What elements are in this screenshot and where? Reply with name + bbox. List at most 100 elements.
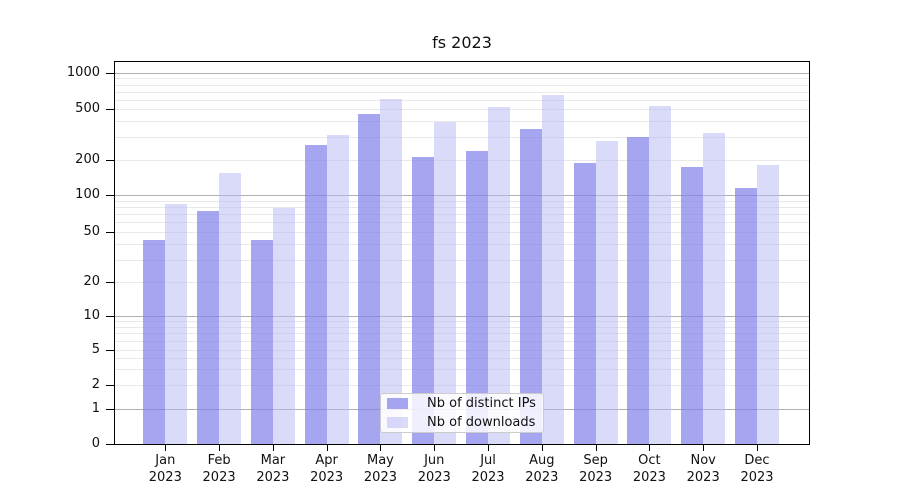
- bar-distinct-ips: [304, 145, 327, 444]
- x-tick-mark: [541, 444, 543, 451]
- bar-downloads: [434, 122, 457, 444]
- gridline-minor: [114, 369, 810, 371]
- x-tick-label: Jan 2023: [148, 452, 182, 485]
- y-tick-mark: [106, 444, 114, 446]
- x-tick-label: Apr 2023: [310, 452, 344, 485]
- legend: Nb of distinct IPs Nb of downloads: [380, 393, 544, 433]
- y-tick-label: 2: [91, 376, 100, 392]
- legend-label-distinct-ips: Nb of distinct IPs: [427, 396, 536, 412]
- x-tick-label: Aug 2023: [525, 452, 559, 485]
- gridline-200: [114, 160, 810, 161]
- legend-item-downloads: Nb of downloads: [381, 415, 543, 431]
- legend-swatch-downloads: [387, 416, 408, 428]
- gridline-2: [114, 384, 810, 386]
- y-tick-mark: [106, 384, 114, 386]
- bar-distinct-ips: [519, 128, 542, 444]
- x-tick-label: May 2023: [363, 452, 397, 485]
- x-tick-mark: [219, 444, 221, 451]
- bar-distinct-ips: [573, 162, 596, 444]
- x-tick-label: Feb 2023: [202, 452, 236, 485]
- bar-distinct-ips: [466, 151, 489, 444]
- y-tick-mark: [106, 73, 114, 74]
- gridline-minor: [114, 259, 810, 261]
- bar-distinct-ips: [143, 240, 166, 444]
- gridline-minor: [114, 84, 810, 86]
- y-tick-label: 1000: [66, 65, 100, 80]
- gridline-minor: [114, 244, 810, 246]
- y-tick-label: 10: [83, 308, 100, 323]
- bar-distinct-ips: [412, 157, 435, 444]
- x-tick-label: Sep 2023: [579, 452, 613, 485]
- y-tick-label: 0: [91, 436, 100, 452]
- gridline-minor: [114, 333, 810, 335]
- y-tick-mark: [106, 408, 114, 410]
- gridline-minor: [114, 91, 810, 93]
- y-tick-mark: [106, 350, 114, 351]
- bar-downloads: [380, 98, 403, 444]
- bar-distinct-ips: [627, 137, 650, 444]
- bar-downloads: [272, 208, 295, 444]
- gridline-20: [114, 282, 810, 283]
- bar-distinct-ips: [197, 210, 220, 444]
- y-tick-label: 1: [91, 400, 100, 416]
- bar-downloads: [488, 106, 511, 444]
- x-tick-label: Oct 2023: [632, 452, 666, 485]
- x-tick-mark: [272, 444, 274, 451]
- legend-label-downloads: Nb of downloads: [427, 414, 536, 430]
- gridline-100: [114, 195, 810, 197]
- y-tick-mark: [106, 232, 114, 233]
- y-tick-label: 5: [91, 342, 100, 357]
- gridline-minor: [114, 341, 810, 343]
- gridline-minor: [114, 99, 810, 101]
- x-tick-mark: [165, 444, 167, 451]
- x-tick-mark: [488, 444, 490, 451]
- legend-swatch-distinct-ips: [387, 398, 408, 410]
- y-tick-mark: [106, 160, 114, 161]
- bar-distinct-ips: [681, 166, 704, 444]
- bar-downloads: [326, 134, 349, 444]
- x-tick-mark: [595, 444, 597, 451]
- chart-title: fs 2023: [432, 33, 492, 52]
- gridline-minor: [114, 200, 810, 202]
- x-tick-mark: [434, 444, 436, 451]
- y-tick-label: 20: [83, 274, 100, 289]
- gridline-1000: [114, 73, 810, 74]
- y-tick-mark: [106, 109, 114, 110]
- gridline-minor: [114, 78, 810, 80]
- gridline-50: [114, 232, 810, 233]
- gridline-minor: [114, 207, 810, 209]
- gridline-minor: [114, 222, 810, 224]
- gridline-minor: [114, 137, 810, 139]
- x-tick-mark: [380, 444, 382, 451]
- y-tick-label: 500: [75, 101, 100, 116]
- bar-distinct-ips: [734, 188, 757, 444]
- gridline-minor: [114, 326, 810, 328]
- bar-downloads: [649, 105, 672, 444]
- legend-item-distinct-ips: Nb of distinct IPs: [381, 396, 543, 412]
- bar-downloads: [756, 165, 779, 444]
- bar-distinct-ips: [250, 240, 273, 444]
- gridline-minor: [114, 121, 810, 123]
- bar-downloads: [219, 172, 242, 444]
- y-tick-mark: [106, 316, 114, 317]
- x-tick-label: Dec 2023: [740, 452, 774, 485]
- gridline-10: [114, 316, 810, 317]
- x-tick-mark: [756, 444, 758, 451]
- gridline-minor: [114, 358, 810, 360]
- y-tick-label: 200: [75, 152, 100, 167]
- bar-downloads: [703, 132, 726, 444]
- x-tick-label: Mar 2023: [256, 452, 290, 485]
- x-tick-mark: [703, 444, 705, 451]
- x-tick-label: Jul 2023: [471, 452, 505, 485]
- bar-downloads: [165, 203, 188, 444]
- gridline-minor: [114, 321, 810, 323]
- x-tick-label: Jun 2023: [417, 452, 451, 485]
- bar-downloads: [595, 141, 618, 444]
- gridline-5: [114, 350, 810, 351]
- y-tick-label: 50: [83, 224, 100, 239]
- gridline-500: [114, 109, 810, 110]
- x-tick-mark: [326, 444, 328, 451]
- bar-downloads: [541, 95, 564, 444]
- x-tick-label: Nov 2023: [686, 452, 720, 485]
